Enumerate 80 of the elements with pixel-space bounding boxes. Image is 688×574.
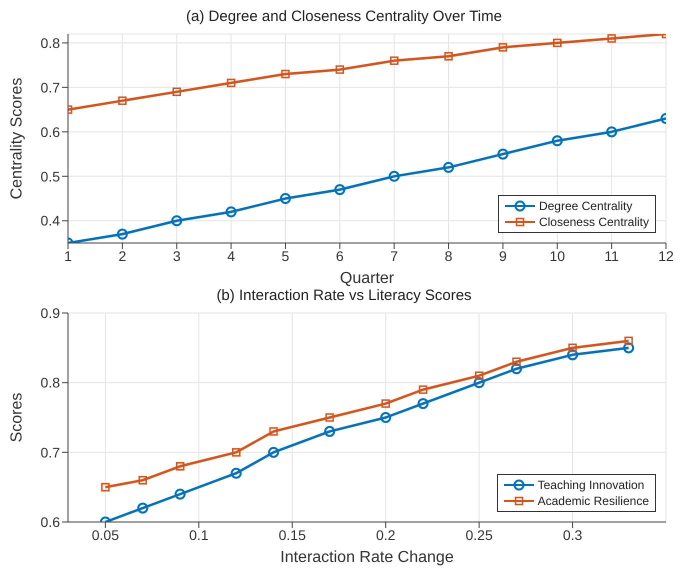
point [269,427,278,436]
y-tick-label: 0.5 [40,168,60,184]
legend-label: Closeness Centrality [538,214,649,230]
point [101,482,110,492]
point [443,162,454,173]
point [444,52,453,60]
x-tick-label: 6 [336,248,344,264]
point [390,56,398,65]
legend-label: Academic Resilience [538,493,649,509]
x-tick-label: 11 [604,248,620,264]
x-tick-label: 0.1 [189,526,209,543]
x-tick-label: 0.15 [278,526,306,543]
point [118,96,127,105]
y-tick-label: 0.8 [40,374,60,391]
x-tick-label: 1 [64,248,72,264]
point [388,170,400,182]
point [230,468,242,479]
point [624,336,633,346]
point [418,385,428,394]
point [226,206,237,218]
point [334,184,346,196]
point [511,363,522,374]
x-tick-label: 10 [549,248,566,264]
y-tick-label: 0.6 [40,124,60,140]
x-tick-label: 0.2 [376,526,396,543]
x-tick-label: 7 [390,248,398,264]
x-tick-label: 3 [172,248,181,264]
point [280,193,291,204]
x-tick-label: 0.25 [466,526,493,543]
point [281,70,290,78]
y-axis-title: Centrality Scores [8,78,26,200]
x-tick-label: 5 [282,248,290,264]
point [552,135,563,146]
point [567,349,578,360]
y-tick-label: 0.6 [40,514,60,530]
x-tick-label: 4 [227,248,236,264]
point [172,88,181,96]
y-axis-title: Scores [8,392,26,442]
x-tick-label: 2 [118,248,126,264]
chart-title: (a) Degree and Closeness Centrality Over Time [185,8,503,27]
point [474,377,485,388]
point [623,342,634,354]
point [137,502,148,514]
x-tick-label: 0.05 [92,526,120,543]
point [171,215,182,226]
point [568,344,577,352]
point [138,476,147,484]
point [268,446,280,458]
x-axis-title: Interaction Rate Change [280,549,454,566]
point [553,38,562,48]
point [497,148,508,160]
point [176,462,184,471]
point [324,426,336,437]
point [380,412,392,423]
point [381,399,390,408]
y-tick-label: 0.4 [40,212,60,229]
point [336,65,344,74]
point [116,228,128,240]
point [498,43,508,52]
y-tick-label: 0.8 [40,34,60,51]
chart-title: (b) Interaction Rate vs Literacy Scores [216,287,472,304]
point [325,413,334,422]
x-tick-label: 9 [499,248,508,264]
point [226,78,236,88]
x-tick-label: 12 [658,248,674,264]
point [474,371,484,380]
legend-label: Degree Centrality [538,198,632,214]
y-tick-label: 0.9 [40,304,60,321]
y-tick-label: 0.7 [40,444,60,460]
legend-label: Teaching Innovation [538,477,644,493]
x-axis-title: Quarter [340,270,395,287]
point [232,448,240,457]
y-tick-label: 0.7 [40,79,60,96]
point [606,126,618,138]
x-tick-label: 0.3 [562,526,583,543]
x-tick-label: 8 [444,248,453,264]
point [512,358,521,366]
point [174,488,186,500]
point [607,34,616,43]
point [418,398,429,410]
